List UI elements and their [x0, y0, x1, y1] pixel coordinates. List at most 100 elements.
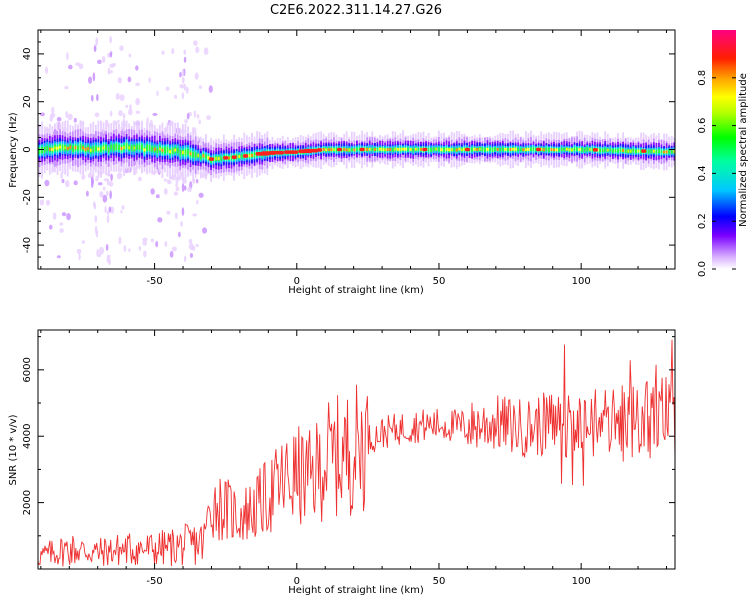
- spectrogram-speckle: [150, 238, 154, 243]
- spectrogram-streak: [109, 51, 113, 58]
- spectrogram-band-cell: [517, 148, 520, 152]
- spectrogram-streak: [109, 35, 112, 44]
- spectrogram-speckle: [193, 40, 198, 46]
- spectrogram-speckle: [116, 119, 120, 124]
- spectrogram-speckle: [202, 227, 208, 234]
- spectrogram-band-cell: [494, 147, 497, 151]
- spectrogram-x-label: Height of straight line (km): [288, 285, 424, 296]
- spectrogram-peak-cell: [332, 148, 335, 152]
- spectrogram-speckle: [60, 171, 63, 180]
- spectrogram-band-cell: [635, 149, 637, 154]
- spectrogram-hotspot: [223, 156, 229, 160]
- spectrogram-band-cell: [230, 155, 233, 160]
- spectrogram-band-cell: [112, 144, 115, 151]
- spectrogram-peak-cell: [102, 146, 105, 150]
- spectrogram-peak-cell: [238, 155, 241, 158]
- figure-title: C2E6.2022.311.14.27.G26: [270, 3, 442, 18]
- spectrogram-band-cell: [491, 147, 494, 152]
- spectrogram-hotspot: [336, 147, 342, 152]
- spectrogram-band-cell: [611, 148, 614, 153]
- spectrogram-peak-cell: [473, 147, 476, 151]
- spectrogram-band-cell: [519, 148, 522, 151]
- spectrogram-speckle: [174, 212, 178, 220]
- spectrogram-peak-cell: [248, 154, 251, 158]
- spectrogram-peak-cell: [458, 147, 461, 151]
- spectrogram-peak-cell: [74, 146, 77, 150]
- spectrogram-band-cell: [107, 147, 110, 153]
- spectrogram-streak: [179, 71, 182, 78]
- spectrogram-band-cell: [376, 148, 379, 152]
- spectrogram-x-tick-label: 0: [294, 276, 300, 287]
- spectrogram-peak-cell: [652, 149, 655, 153]
- spectrogram-peak-cell: [381, 148, 384, 151]
- spectrogram-peak-cell: [343, 147, 346, 151]
- spectrogram-speckle: [119, 94, 125, 102]
- spectrogram-speckle: [163, 178, 167, 182]
- spectrogram-peak-cell: [128, 146, 131, 150]
- spectrogram-streak: [183, 185, 187, 191]
- spectrogram-peak-cell: [251, 153, 253, 157]
- spectrogram-speckle: [67, 113, 73, 121]
- spectrogram-streak: [106, 209, 110, 216]
- spectrogram-speckle: [179, 83, 185, 89]
- spectrogram-band-cell: [481, 147, 484, 152]
- spectrogram-speckle: [208, 85, 213, 93]
- spectrogram-band-cell: [240, 154, 243, 159]
- spectrogram-speckle: [186, 112, 190, 120]
- spectrogram-band-cell: [61, 144, 64, 151]
- spectrogram-hotspot: [359, 147, 365, 152]
- spectrogram-band-cell: [427, 148, 430, 152]
- spectrogram-peak-cell: [89, 148, 92, 152]
- spectrogram-peak-cell: [373, 148, 376, 151]
- spectrogram-peak-cell: [460, 148, 463, 152]
- spectrogram-streak: [106, 190, 109, 197]
- spectrogram-speckle: [59, 228, 64, 233]
- spectrogram-peak-cell: [512, 147, 515, 151]
- spectrogram-band-cell: [583, 148, 586, 152]
- spectrogram-band-cell: [614, 149, 617, 152]
- colorbar-tick-label: 0.4: [697, 165, 708, 181]
- spectrogram-band-cell: [609, 148, 612, 152]
- spectrogram-speckle: [110, 70, 113, 74]
- spectrogram-speckle: [173, 94, 178, 99]
- spectrogram-peak-cell: [504, 147, 507, 151]
- spectrogram-streak: [180, 221, 183, 227]
- spectrogram-speckle: [187, 186, 192, 193]
- spectrogram-streak: [105, 243, 109, 251]
- spectrogram-peak-cell: [527, 148, 530, 151]
- spectrogram-band-cell: [532, 147, 535, 151]
- spectrogram-speckle: [164, 240, 168, 248]
- spectrogram-band-cell: [501, 147, 504, 151]
- spectrogram-band-cell: [253, 152, 256, 158]
- spectrogram-hotspot: [317, 148, 323, 152]
- spectrogram-band-cell: [586, 147, 589, 152]
- spectrogram-speckle: [171, 246, 177, 252]
- spectrogram-speckle: [189, 252, 194, 259]
- spectrogram-peak-cell: [82, 146, 85, 150]
- spectrogram-band-cell: [599, 148, 601, 153]
- spectrogram-speckle: [111, 62, 116, 67]
- spectrogram-band-cell: [164, 147, 166, 154]
- spectrogram-speckle: [123, 245, 127, 253]
- spectrogram-peak-cell: [59, 145, 61, 149]
- spectrogram-peak-cell: [450, 148, 453, 152]
- spectrogram-speckle: [98, 253, 102, 258]
- spectrogram-peak-cell: [348, 148, 351, 152]
- spectrogram-speckle: [73, 180, 78, 186]
- spectrogram-speckle: [135, 110, 141, 115]
- spectrogram-peak-cell: [509, 148, 512, 151]
- spectrogram-peak-cell: [181, 151, 184, 154]
- spectrogram-peak-cell: [379, 147, 381, 151]
- spectrogram-peak-cell: [578, 148, 581, 152]
- spectrogram-peak-cell: [570, 148, 573, 152]
- spectrogram-y-tick-label: 40: [22, 48, 33, 61]
- spectrogram-peak-cell: [440, 148, 443, 152]
- spectrogram-speckle: [193, 127, 197, 135]
- spectrogram-speckle: [138, 176, 142, 182]
- spectrogram-speckle: [128, 108, 133, 116]
- spectrogram-band-cell: [489, 148, 491, 151]
- spectrogram-band-cell: [558, 148, 561, 152]
- spectrogram-speckle: [117, 77, 123, 84]
- spectrogram-streak: [109, 110, 113, 117]
- spectrogram-peak-cell: [51, 148, 54, 151]
